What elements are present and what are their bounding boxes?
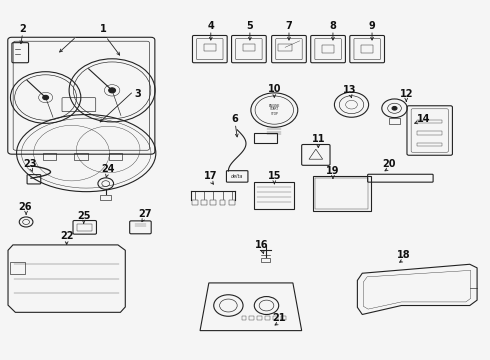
Circle shape — [109, 88, 116, 93]
Bar — [109, 153, 122, 160]
Bar — [417, 131, 442, 135]
Text: 19: 19 — [326, 166, 340, 176]
Text: 3: 3 — [134, 89, 141, 99]
Text: 9: 9 — [368, 21, 375, 31]
Bar — [229, 200, 235, 205]
Circle shape — [392, 107, 397, 110]
Text: STOP: STOP — [270, 112, 278, 116]
Bar — [10, 262, 25, 274]
Bar — [254, 181, 294, 208]
Text: 8: 8 — [329, 21, 337, 31]
Bar — [100, 195, 111, 201]
Bar — [204, 44, 216, 50]
Text: 23: 23 — [23, 159, 37, 169]
Text: 11: 11 — [312, 134, 325, 144]
Bar — [361, 45, 373, 53]
Text: 4: 4 — [207, 21, 214, 31]
Text: 10: 10 — [268, 84, 281, 94]
Text: 26: 26 — [19, 202, 32, 212]
Text: 13: 13 — [343, 85, 357, 95]
Bar — [417, 143, 442, 146]
Text: 2: 2 — [19, 24, 26, 35]
Bar — [273, 316, 278, 320]
Bar — [74, 153, 88, 160]
Text: 6: 6 — [232, 114, 239, 124]
Text: 16: 16 — [255, 239, 269, 249]
Text: 22: 22 — [60, 231, 74, 240]
Text: 7: 7 — [286, 21, 293, 31]
Bar — [201, 200, 207, 205]
Bar — [281, 316, 286, 320]
Bar — [316, 179, 368, 209]
Bar — [220, 200, 225, 205]
Bar — [243, 44, 255, 50]
Text: ENGINE: ENGINE — [269, 104, 280, 108]
Text: 17: 17 — [204, 171, 218, 181]
Text: 1: 1 — [100, 24, 107, 35]
Bar — [210, 200, 216, 205]
Bar — [261, 258, 270, 262]
Text: 20: 20 — [382, 159, 396, 169]
Text: 25: 25 — [77, 211, 91, 221]
Text: 12: 12 — [399, 89, 413, 99]
Circle shape — [43, 95, 49, 100]
Bar — [43, 153, 56, 160]
Text: 21: 21 — [272, 313, 286, 323]
Bar — [242, 316, 246, 320]
Bar — [249, 316, 254, 320]
Text: 18: 18 — [397, 250, 411, 260]
Bar — [265, 316, 270, 320]
Bar — [313, 176, 370, 211]
Text: delta: delta — [231, 174, 244, 179]
Bar — [278, 44, 293, 50]
Bar — [77, 224, 92, 231]
Text: 5: 5 — [246, 21, 253, 31]
Text: START: START — [270, 107, 279, 111]
Bar — [322, 45, 334, 53]
Text: 15: 15 — [268, 171, 281, 181]
Bar — [254, 133, 277, 143]
Text: 24: 24 — [101, 164, 115, 174]
Bar — [417, 120, 442, 123]
Bar — [192, 200, 197, 205]
Text: 27: 27 — [138, 209, 151, 219]
Text: 14: 14 — [416, 114, 430, 124]
Bar — [257, 316, 262, 320]
Bar — [389, 118, 400, 124]
